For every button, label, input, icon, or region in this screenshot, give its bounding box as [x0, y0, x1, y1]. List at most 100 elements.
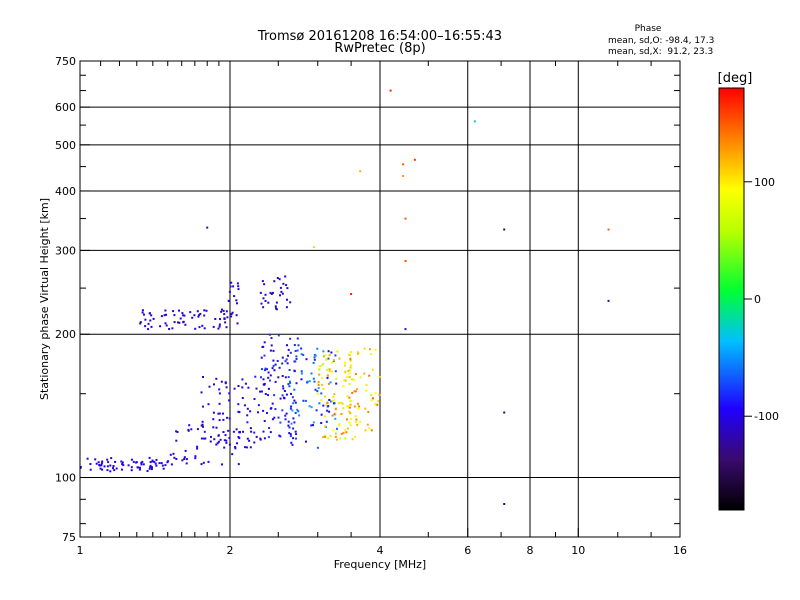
data-point — [281, 356, 284, 359]
data-point — [287, 383, 290, 386]
data-point — [196, 310, 199, 313]
data-point — [213, 438, 216, 441]
data-point — [204, 437, 207, 440]
data-point — [349, 359, 352, 362]
data-point — [293, 388, 296, 391]
data-point — [101, 460, 104, 463]
data-point — [349, 418, 352, 420]
data-point — [607, 299, 610, 302]
data-point — [607, 228, 610, 231]
data-point — [188, 424, 191, 427]
data-point — [152, 317, 155, 320]
data-point — [144, 318, 147, 321]
data-point — [182, 321, 185, 324]
data-point — [231, 453, 234, 456]
data-point — [210, 435, 212, 438]
data-point — [296, 337, 299, 340]
data-point — [220, 310, 223, 313]
data-point — [413, 158, 416, 161]
data-point — [120, 460, 123, 463]
data-point — [260, 356, 263, 359]
data-point — [193, 314, 196, 317]
data-point — [147, 328, 150, 331]
data-point — [228, 290, 231, 293]
data-point — [322, 436, 325, 438]
data-point — [151, 459, 154, 462]
data-point — [288, 369, 291, 371]
data-point — [194, 457, 197, 460]
data-point — [233, 387, 236, 390]
data-point — [325, 420, 328, 423]
data-point — [262, 378, 265, 381]
data-point — [274, 363, 277, 366]
data-point — [293, 370, 296, 373]
data-point — [253, 431, 256, 434]
data-point — [271, 291, 274, 294]
data-point — [200, 437, 203, 440]
data-point — [86, 457, 89, 460]
data-point — [286, 287, 289, 290]
data-point — [326, 405, 329, 408]
data-point — [139, 321, 142, 324]
data-point — [313, 380, 316, 383]
data-point — [250, 430, 253, 433]
data-point — [98, 464, 101, 466]
data-point — [332, 395, 335, 398]
data-point — [196, 445, 199, 448]
data-point — [184, 449, 187, 452]
data-point — [349, 351, 352, 353]
data-point — [348, 369, 351, 372]
data-point — [187, 428, 190, 431]
data-point — [279, 421, 282, 424]
x-tick-label: 1 — [77, 544, 84, 557]
data-point — [203, 314, 206, 317]
data-point — [206, 226, 209, 229]
data-point — [349, 364, 352, 367]
data-point — [218, 419, 221, 422]
data-point — [289, 351, 292, 354]
data-point — [370, 429, 373, 432]
data-point — [200, 424, 203, 427]
data-point — [175, 439, 178, 442]
stats-heading: Phase — [635, 24, 662, 34]
data-point — [351, 391, 354, 394]
data-point — [353, 405, 356, 408]
data-point — [294, 360, 297, 363]
data-point — [160, 462, 163, 465]
data-point — [236, 442, 238, 445]
data-point — [284, 275, 287, 278]
data-point — [277, 416, 280, 419]
data-point — [370, 394, 373, 397]
data-point — [348, 410, 351, 413]
data-point — [293, 399, 296, 402]
data-point — [291, 409, 294, 412]
x-tick-label: 10 — [571, 544, 585, 557]
data-point — [324, 395, 327, 398]
data-point — [217, 327, 220, 330]
data-point — [306, 380, 309, 383]
data-point — [340, 401, 343, 404]
data-point — [212, 426, 215, 429]
data-point — [219, 438, 222, 441]
data-point — [198, 314, 201, 317]
data-point — [179, 317, 182, 320]
data-point — [344, 370, 347, 373]
data-point — [264, 393, 267, 395]
data-point — [276, 277, 279, 279]
data-point — [97, 461, 100, 464]
data-point — [260, 390, 263, 393]
data-point — [237, 410, 240, 413]
data-point — [263, 420, 266, 422]
data-point — [287, 420, 290, 423]
data-point — [112, 467, 114, 470]
data-point — [267, 394, 269, 397]
data-point — [246, 421, 249, 424]
data-point — [291, 443, 294, 446]
data-point — [288, 385, 291, 388]
data-point — [130, 469, 133, 472]
data-point — [343, 379, 346, 382]
data-point — [215, 377, 218, 380]
data-point — [106, 469, 109, 472]
data-point — [374, 348, 377, 351]
data-point — [344, 364, 346, 367]
